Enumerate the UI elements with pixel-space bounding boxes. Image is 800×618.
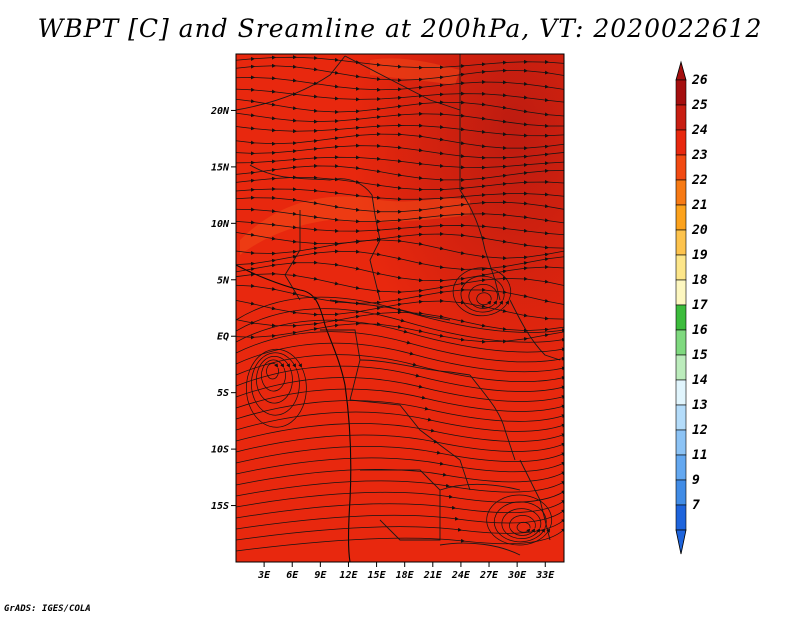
colorbar-swatch	[675, 104, 687, 131]
colorbar: 26 25 24 23 22 21 20 19 18 17 16 15 14 13 12 11 9 7	[675, 60, 708, 555]
y-tick-label: 5N	[217, 275, 230, 286]
streamline	[236, 207, 564, 226]
streamline	[236, 457, 564, 475]
streamline	[452, 267, 512, 317]
x-tick-label: 18E	[396, 570, 415, 581]
colorbar-swatch	[675, 429, 687, 456]
streamline	[516, 521, 531, 533]
streamline	[493, 501, 547, 543]
streamline	[261, 359, 286, 392]
colorbar-top-arrow	[675, 60, 687, 81]
y-tick-label: 15S	[211, 501, 229, 512]
streamline	[236, 163, 564, 182]
map-frame	[235, 53, 565, 563]
streamline	[245, 348, 307, 428]
streamline	[256, 356, 293, 404]
streamlines	[236, 55, 564, 552]
streamline	[468, 284, 498, 309]
colorbar-bottom-arrow	[675, 529, 687, 555]
longitude-axis: 3E 6E 9E 12E 15E 18E 21E 24E 27E 30E 33E	[257, 562, 555, 581]
colorbar-label: 16	[692, 323, 708, 338]
x-tick-label: 27E	[479, 570, 499, 581]
colorbar-swatch	[675, 304, 687, 331]
streamline	[460, 275, 505, 313]
x-tick-label: 3E	[257, 570, 271, 581]
streamline	[236, 87, 564, 105]
wbpt-warm-region	[236, 54, 564, 562]
colorbar-swatch	[675, 129, 687, 156]
streamline	[236, 98, 564, 119]
colorbar-label: 22	[691, 173, 708, 188]
streamline	[501, 508, 542, 540]
colorbar-label: 23	[691, 148, 708, 163]
colorbar-label: 20	[691, 223, 708, 238]
y-tick-label: 10N	[211, 219, 230, 230]
streamline	[236, 469, 564, 486]
colorbar-swatch	[675, 79, 687, 106]
colorbar-label: 17	[692, 298, 708, 313]
colorbar-swatch	[675, 154, 687, 181]
y-tick-label: 15N	[211, 162, 230, 173]
streamline	[236, 446, 564, 464]
colorbar-swatch	[675, 179, 687, 206]
colorbar-swatch	[675, 329, 687, 356]
colorbar-swatch	[675, 379, 687, 406]
x-tick-label: 6E	[286, 570, 299, 581]
x-tick-label: 9E	[314, 570, 327, 581]
x-tick-label: 21E	[423, 570, 443, 581]
colorbar-swatch	[675, 354, 687, 381]
colorbar-swatch	[675, 279, 687, 306]
colorbar-label: 13	[692, 398, 708, 413]
colorbar-label: 19	[692, 248, 708, 263]
colorbar-label: 25	[691, 98, 708, 113]
streamline	[236, 111, 564, 128]
x-tick-label: 15E	[368, 570, 387, 581]
colorbar-label: 14	[692, 373, 708, 388]
x-tick-label: 30E	[507, 570, 527, 581]
map-area	[235, 53, 565, 563]
y-tick-label: 20N	[210, 106, 230, 117]
chart-title: WBPT [C] and Sreamline at 200hPa, VT: 20…	[37, 14, 763, 43]
streamline	[251, 352, 300, 416]
x-tick-label: 24E	[451, 570, 471, 581]
colorbar-label: 18	[692, 273, 708, 288]
x-tick-label: 12E	[339, 570, 358, 581]
colorbar-swatch	[675, 229, 687, 256]
colorbar-swatch	[675, 404, 687, 431]
streamline	[236, 528, 564, 552]
x-tick-label: 33E	[535, 570, 555, 581]
colorbar-swatch	[675, 254, 687, 281]
y-tick-label: 10S	[211, 445, 229, 456]
colorbar-label: 24	[691, 123, 708, 138]
colorbar-swatch	[675, 454, 687, 481]
colorbar-label: 15	[692, 348, 708, 363]
colorbar-label: 12	[692, 423, 708, 438]
streamline	[476, 292, 492, 306]
colorbar-label: 9	[692, 473, 700, 488]
colorbar-label: 7	[692, 498, 700, 513]
colorbar-label: 26	[691, 73, 708, 88]
y-tick-label: 5S	[217, 388, 229, 399]
streamline	[236, 220, 564, 237]
colorbar-label: 11	[692, 448, 708, 463]
colorbar-swatch	[675, 479, 687, 506]
colorbar-swatch	[675, 204, 687, 231]
latitude-axis: 20N 15N 10N 5N EQ 5S 10S 15S	[210, 106, 236, 512]
streamline	[266, 363, 279, 380]
colorbar-swatch	[675, 504, 687, 531]
grads-credit: GrADS: IGES/COLA	[4, 604, 91, 614]
streamline	[509, 515, 536, 536]
streamline	[486, 494, 553, 546]
colorbar-label: 21	[691, 198, 708, 213]
y-tick-label: EQ	[217, 332, 229, 343]
